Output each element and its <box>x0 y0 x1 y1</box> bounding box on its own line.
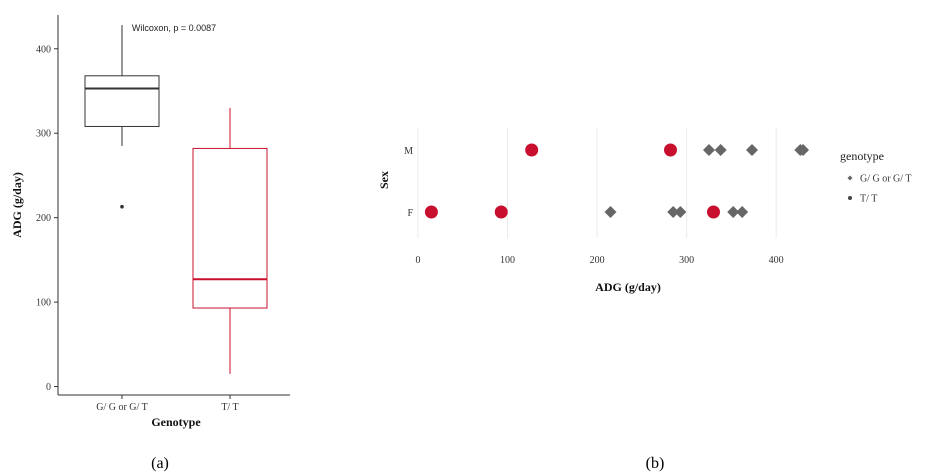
b-y-tick-label: F <box>407 208 413 219</box>
a-x-axis-title: Genotype <box>151 415 201 429</box>
a-y-axis-title: ADG (g/day) <box>10 172 24 238</box>
legend-label: G/ G or G/ T <box>860 174 911 185</box>
legend-label: T/ T <box>860 194 877 205</box>
gg-gt-point <box>745 144 758 156</box>
b-x-axis-title: ADG (g/day) <box>595 280 661 294</box>
b-x-tick-label: 300 <box>679 255 694 266</box>
legend-items: G/ G or G/ T T/ T <box>847 174 911 205</box>
a-x-tick-label: T/ T <box>221 402 238 413</box>
a-y-tick-label: 400 <box>36 44 51 55</box>
gg-gt-point <box>604 206 617 218</box>
b-x-tick-label: 400 <box>769 255 784 266</box>
tt-point <box>494 205 508 219</box>
panel-label-b: (b) <box>646 455 665 472</box>
a-y-tick-label: 200 <box>36 213 51 224</box>
gg-gt-point <box>797 144 810 156</box>
a-y-tick-label: 300 <box>36 129 51 140</box>
a-y-tick-label: 0 <box>46 382 51 393</box>
gg-gt-point <box>727 206 740 218</box>
iqr-box <box>84 75 160 127</box>
iqr-box <box>192 147 268 309</box>
legend: genotype G/ G or G/ T T/ T <box>840 149 911 205</box>
b-x-tick-label: 0 <box>415 255 420 266</box>
b-y-axis-title: Sex <box>377 171 391 189</box>
tt-point <box>664 143 678 157</box>
a-x-ticks: G/ G or G/ T T/ T <box>96 395 239 413</box>
a-boxes <box>84 25 268 374</box>
b-x-tick-label: 100 <box>500 255 515 266</box>
tt-point <box>706 205 720 219</box>
a-y-tick-label: 100 <box>36 298 51 309</box>
tt-point <box>424 205 438 219</box>
b-gridlines <box>417 128 777 238</box>
panel-label-a: (a) <box>151 455 169 472</box>
gg-gt-point <box>703 144 716 156</box>
panel-a: Wilcoxon, p = 0.0087 0 100 200 300 400 G/ G … <box>10 15 290 472</box>
a-x-tick-label: G/ G or G/ T <box>96 402 147 413</box>
legend-title: genotype <box>840 149 884 163</box>
gg-gt-point <box>736 206 749 218</box>
gg-gt-point <box>674 206 687 218</box>
outlier-point <box>120 204 124 209</box>
b-y-tick-label: M <box>404 146 413 157</box>
b-points <box>424 143 810 219</box>
legend-key-tt <box>848 196 852 200</box>
panel-b: MF 0 100 200 300 400 ADG (g/day) Sex genotyp… <box>377 128 911 472</box>
tt-point <box>525 143 539 157</box>
b-x-tick-label: 200 <box>590 255 605 266</box>
legend-key-gg-gt <box>847 175 853 181</box>
significance-annotation: Wilcoxon, p = 0.0087 <box>132 23 216 33</box>
gg-gt-point <box>714 144 727 156</box>
gg-gt-point <box>667 206 680 218</box>
b-y-ticks: MF <box>404 146 413 219</box>
b-x-ticks: 0 100 200 300 400 <box>415 255 783 266</box>
a-y-ticks: 0 100 200 300 400 <box>36 44 58 393</box>
